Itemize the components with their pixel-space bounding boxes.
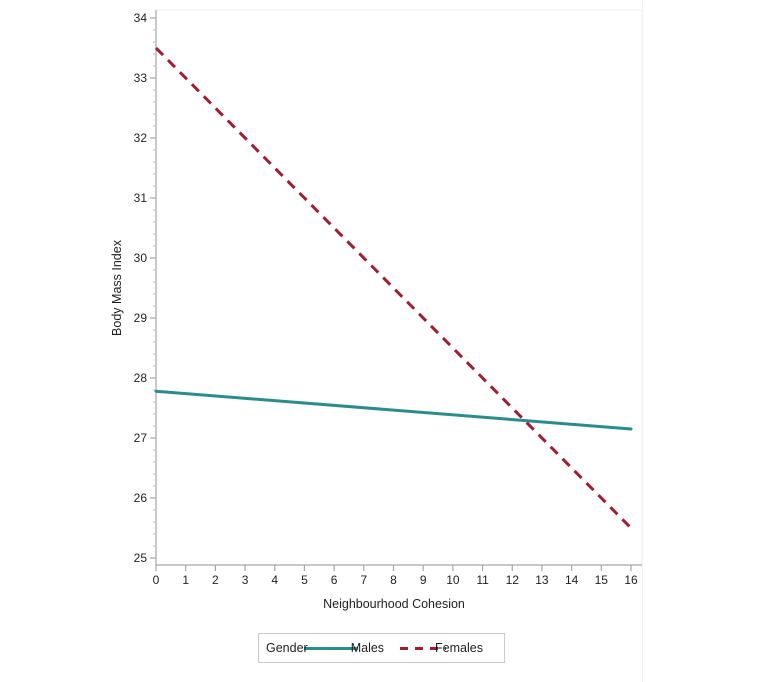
x-tick-label: 1 — [182, 573, 189, 587]
x-tick-label: 8 — [390, 573, 397, 587]
x-tick-label: 11 — [476, 573, 489, 587]
legend: Gender Males Females — [258, 633, 505, 663]
x-tick-label: 7 — [360, 573, 367, 587]
y-tick-label: 33 — [134, 71, 148, 85]
y-axis-title: Body Mass Index — [110, 239, 124, 336]
x-tick-label: 12 — [506, 573, 520, 587]
y-tick-label: 32 — [134, 131, 148, 145]
x-tick-label: 3 — [242, 573, 249, 587]
females-line — [154, 46, 633, 530]
x-tick-label: 13 — [535, 573, 549, 587]
y-tick-label: 25 — [134, 551, 148, 565]
x-tick-label: 10 — [446, 573, 460, 587]
x-tick-label: 4 — [271, 573, 278, 587]
x-tick-label: 0 — [153, 573, 160, 587]
x-tick-label: 14 — [565, 573, 579, 587]
x-tick-label: 5 — [301, 573, 308, 587]
x-tick-label: 2 — [212, 573, 219, 587]
x-tick-label: 6 — [331, 573, 338, 587]
males-line-sample — [303, 646, 358, 650]
x-axis-title: Neighbourhood Cohesion — [323, 597, 465, 611]
males-line — [154, 389, 633, 431]
y-tick-label: 27 — [134, 431, 148, 445]
y-tick-label: 34 — [134, 11, 148, 25]
figure-right-border — [642, 0, 643, 682]
legend-label-males: Males — [350, 641, 385, 655]
plot-frame — [155, 9, 643, 566]
y-tick-label: 29 — [134, 311, 148, 325]
x-tick-label: 15 — [595, 573, 609, 587]
legend-title: Gender — [266, 641, 308, 655]
y-tick-label: 31 — [134, 191, 148, 205]
legend-label-females: Females — [435, 641, 483, 655]
x-tick-label: 9 — [420, 573, 427, 587]
y-tick-label: 30 — [134, 251, 148, 265]
axis-ticks — [150, 17, 632, 571]
females-line-sample — [400, 646, 447, 650]
series-lines — [154, 46, 633, 530]
y-tick-label: 28 — [134, 371, 148, 385]
x-tick-label: 16 — [624, 573, 638, 587]
y-tick-label: 26 — [134, 491, 148, 505]
